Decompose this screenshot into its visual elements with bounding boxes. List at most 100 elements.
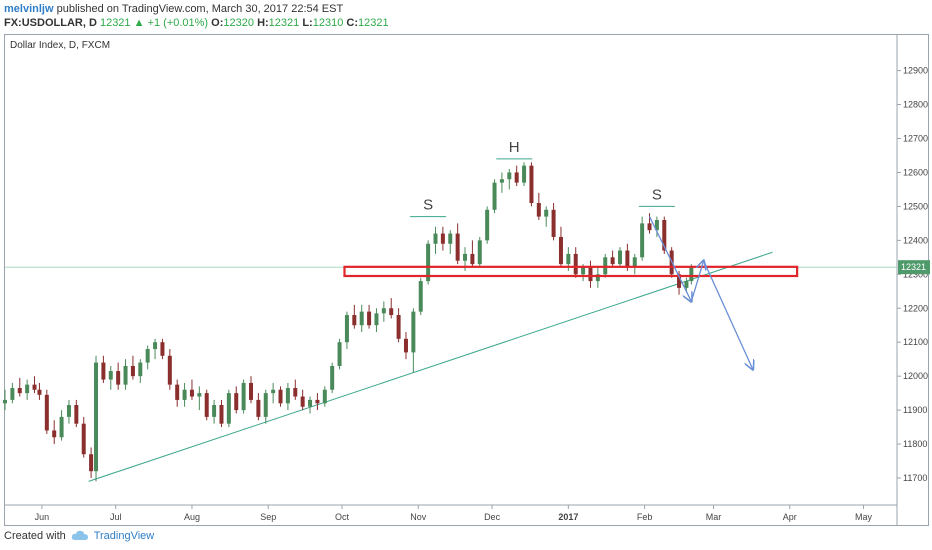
x-tick-label: Jun xyxy=(35,512,50,522)
candle-body xyxy=(610,257,615,265)
candle-body xyxy=(514,172,519,183)
candle-body xyxy=(256,399,261,417)
candle-body xyxy=(153,342,158,349)
open-label: O: xyxy=(211,17,224,29)
candle-body xyxy=(330,365,335,390)
candle-body xyxy=(315,399,320,404)
low-label: L: xyxy=(302,17,313,29)
candle-body xyxy=(396,315,401,339)
candle-body xyxy=(145,348,150,363)
support-trendline xyxy=(88,251,773,482)
projection-arrow xyxy=(690,261,703,302)
candle-body xyxy=(226,393,231,424)
candle-body xyxy=(219,405,224,424)
projection-arrow xyxy=(648,216,692,302)
candle-body xyxy=(160,342,165,356)
y-tick-label: 12700 xyxy=(903,134,928,144)
author-link[interactable]: melvinljw xyxy=(4,3,54,15)
candle-body xyxy=(52,430,57,438)
candle-body xyxy=(66,405,71,417)
x-tick-label: Mar xyxy=(706,512,722,522)
candle-body xyxy=(293,388,298,397)
candle-body xyxy=(544,209,549,217)
candle-body xyxy=(25,384,30,394)
y-tick-label: 12400 xyxy=(903,235,928,245)
candle-body xyxy=(278,389,283,404)
candle-body xyxy=(308,399,313,407)
chart-title: Dollar Index, D, FXCM xyxy=(10,40,110,51)
created-with-text: Created with xyxy=(4,530,66,542)
candle-body xyxy=(403,338,408,353)
candle-body xyxy=(3,399,7,404)
ohlc-legend: FX:USDOLLAR, D 12321 ▲ +1 (+0.01%) O:123… xyxy=(4,16,389,30)
candle-body xyxy=(352,315,357,326)
x-tick-label: Dec xyxy=(484,512,501,522)
x-tick-label: Jul xyxy=(110,512,122,522)
candle-body xyxy=(130,365,135,377)
candle-body xyxy=(566,253,571,265)
candle-body xyxy=(182,389,187,400)
x-tick-label: Apr xyxy=(783,512,797,522)
candle-body xyxy=(440,233,445,244)
y-tick-label: 12900 xyxy=(903,66,928,76)
candle-body xyxy=(116,371,121,385)
candle-body xyxy=(455,233,460,261)
y-tick-label: 12200 xyxy=(903,303,928,313)
candle-body xyxy=(32,384,37,390)
x-tick-label: Sep xyxy=(260,512,276,522)
y-tick-label: 11700 xyxy=(903,473,927,483)
pattern-label: H xyxy=(509,139,520,156)
symbol-label: FX:USDOLLAR, D xyxy=(4,17,97,29)
candle-body xyxy=(507,172,512,180)
y-tick-label: 12800 xyxy=(903,100,928,110)
y-tick-label: 12300 xyxy=(903,269,928,279)
candle-body xyxy=(625,250,630,268)
y-tick-label: 11800 xyxy=(903,439,927,449)
candle-body xyxy=(536,203,541,217)
chart-frame xyxy=(4,34,929,526)
candle-body xyxy=(138,362,143,377)
candle-body xyxy=(367,311,372,326)
projection-arrow xyxy=(703,260,753,370)
candle-body xyxy=(175,384,180,400)
candle-body xyxy=(381,308,386,314)
x-tick-label: Aug xyxy=(184,512,200,522)
x-tick-label: May xyxy=(855,512,873,522)
candle-body xyxy=(10,388,15,400)
candle-body xyxy=(551,209,556,237)
y-tick-label: 11900 xyxy=(903,405,927,415)
y-tick-label: 12500 xyxy=(903,201,928,211)
candle-body xyxy=(197,393,202,397)
candle-body xyxy=(212,405,217,417)
candle-body xyxy=(647,223,652,231)
published-text: published on TradingView.com, March 30, … xyxy=(56,3,344,15)
candle-body xyxy=(249,382,253,400)
close-label: C: xyxy=(346,17,358,29)
candle-body xyxy=(662,219,667,251)
candle-body xyxy=(108,371,113,380)
candle-body xyxy=(241,382,246,411)
candle-body xyxy=(529,165,534,204)
x-tick-label: Oct xyxy=(335,512,350,522)
candle-body xyxy=(204,393,209,417)
high-value: 12321 xyxy=(268,17,300,29)
change-value: +1 (+0.01%) xyxy=(147,17,209,29)
candle-body xyxy=(285,388,290,404)
neckline-box xyxy=(343,265,799,278)
candle-body xyxy=(101,362,106,380)
candle-body xyxy=(470,253,475,265)
x-tick-label: Feb xyxy=(637,512,653,522)
candle-body xyxy=(37,389,42,395)
candle-body xyxy=(689,267,694,282)
candle-body xyxy=(618,250,622,265)
candle-body xyxy=(677,274,682,288)
y-tick-label: 12100 xyxy=(903,337,928,347)
candle-body xyxy=(389,308,394,316)
candle-body xyxy=(263,393,268,417)
y-tick-label: 12000 xyxy=(903,371,928,381)
candle-body xyxy=(17,388,22,394)
tradingview-brand[interactable]: TradingView xyxy=(93,530,155,542)
tradingview-cloud-icon xyxy=(71,530,88,540)
candle-body xyxy=(654,219,659,231)
